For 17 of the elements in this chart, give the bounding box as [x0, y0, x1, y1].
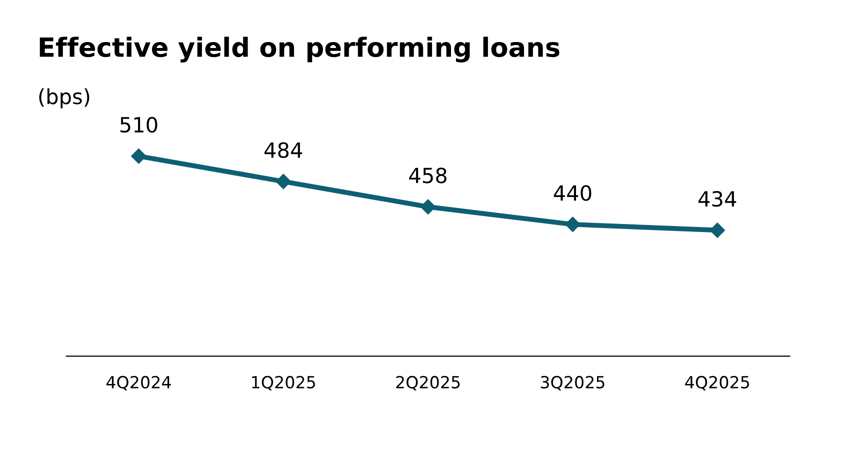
chart-subtitle: (bps)	[39, 88, 90, 108]
point	[420, 199, 436, 214]
data-label: 434	[698, 190, 736, 207]
point	[565, 216, 580, 232]
point	[131, 148, 146, 164]
point	[710, 222, 725, 238]
data-label: 440	[554, 185, 592, 201]
x-tick-label: 2Q2025	[396, 376, 460, 390]
x-tick-label: 4Q2024	[106, 376, 171, 390]
x-tick-label: 3Q2025	[540, 376, 604, 390]
x-tick-label: 4Q2025	[685, 376, 750, 390]
data-label: 484	[264, 142, 302, 158]
x-tick-label: 1Q2025	[252, 376, 315, 390]
data-label: 458	[409, 168, 447, 184]
data-label: 510	[120, 116, 158, 133]
point	[276, 174, 291, 190]
chart-title: Effective yield on performing loans	[40, 36, 560, 62]
